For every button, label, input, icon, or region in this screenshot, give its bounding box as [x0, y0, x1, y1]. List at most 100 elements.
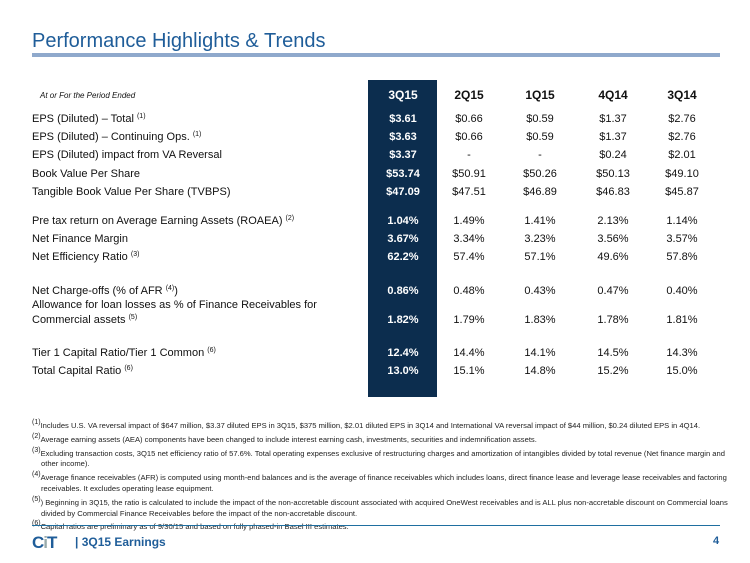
table-row: Pre tax return on Average Earning Assets… [32, 215, 722, 231]
table-row: Allowance for loan losses as % of Financ… [32, 299, 722, 331]
cell-value: 3.57% [666, 233, 698, 245]
footnote-ref: (5) [128, 314, 138, 321]
footnote: (1)Includes U.S. VA reversal impact of $… [32, 418, 732, 432]
table-row: EPS (Diluted) – Total (1) $3.61 $0.66 $0.59… [32, 113, 722, 129]
footnote-mark: (5) [32, 495, 41, 503]
cell-value: $0.66 [455, 113, 483, 125]
page-number: 4 [713, 535, 720, 547]
cell-value: 3.56% [597, 233, 629, 245]
row-label: Total Capital Ratio [32, 365, 122, 377]
cell-value: 15.0% [666, 365, 698, 377]
row-label: Book Value Per Share [32, 168, 141, 180]
cell-value: 1.41% [524, 215, 556, 227]
cell-value: $46.89 [523, 186, 557, 198]
cell-value: $46.83 [596, 186, 630, 198]
cell-value: $49.10 [665, 168, 699, 180]
cell-value: 0.48% [453, 285, 485, 297]
cell-value: 14.8% [524, 365, 556, 377]
title-rule [32, 53, 720, 57]
table-row: Tier 1 Capital Ratio/Tier 1 Common (6) 12… [32, 347, 722, 363]
footnote: (6)Capital ratios are preliminary as of … [32, 519, 732, 533]
row-label: Net Finance Margin [32, 233, 128, 245]
cell-value: 62.2% [387, 251, 419, 263]
footnote-ref: (6) [124, 365, 133, 372]
cell-value: $2.76 [668, 131, 696, 143]
footnote-ref: (1) [136, 113, 146, 120]
cell-value: 0.40% [666, 285, 698, 297]
footnote-ref: (2) [285, 215, 295, 222]
cell-value: $3.37 [389, 149, 417, 161]
cell-value: $53.74 [386, 168, 420, 180]
period-label: At or For the Period Ended [40, 91, 136, 100]
cell-value: $50.26 [523, 168, 557, 180]
footnote: (4)Average finance receivables (AFR) is … [32, 470, 732, 495]
page-title: Performance Highlights & Trends [32, 30, 326, 52]
cell-value: $0.66 [455, 131, 483, 143]
table-row: Net Efficiency Ratio (3) 62.2% 57.4% 57.1% 4… [32, 251, 722, 267]
cell-value: 1.83% [524, 314, 556, 326]
cell-value: 1.81% [666, 314, 698, 326]
table-row: Tangible Book Value Per Share (TVBPS) $4… [32, 186, 722, 202]
table-header: At or For the Period Ended 3Q15 2Q15 1Q15 4Q… [32, 88, 722, 104]
cell-value: 13.0% [387, 365, 419, 377]
cell-value: $1.37 [599, 113, 627, 125]
cell-value: $0.59 [526, 113, 554, 125]
cell-value: $1.37 [599, 131, 627, 143]
cell-value: 3.67% [387, 233, 419, 245]
row-label-cont: Commercial assets [32, 314, 126, 326]
table-row: Net Charge-offs (% of AFR (4)) 0.86% 0.48%… [32, 285, 722, 301]
row-label: Net Charge-offs (% of AFR [32, 285, 163, 297]
row-label: Tier 1 Capital Ratio/Tier 1 Common [32, 347, 205, 359]
cell-value: 57.4% [453, 251, 485, 263]
footnote-ref: (6) [207, 347, 216, 354]
cell-value: $0.59 [526, 131, 554, 143]
footnote-mark: (6) [32, 520, 41, 528]
column-header: 4Q14 [598, 88, 628, 102]
cell-value: $0.24 [599, 149, 627, 161]
row-label: Allowance for loan losses as % of Financ… [32, 299, 317, 311]
footnote-mark: (4) [32, 471, 41, 479]
footnote-mark: (3) [32, 446, 41, 454]
footer-rule [32, 525, 720, 526]
footnote-ref: (3) [130, 251, 140, 258]
cell-value: 57.1% [524, 251, 556, 263]
footer-text: | 3Q15 Earnings [75, 535, 166, 549]
cell-value: 3.34% [453, 233, 485, 245]
cell-value: 1.82% [387, 314, 419, 326]
cell-value: 14.5% [597, 347, 629, 359]
current-quarter-highlight [368, 80, 437, 397]
footnote-ref: (4) [165, 285, 175, 292]
column-header: 1Q15 [525, 88, 555, 102]
row-label: Pre tax return on Average Earning Assets… [32, 215, 283, 227]
cell-value: - [467, 149, 471, 161]
cell-value: 49.6% [597, 251, 629, 263]
footnote-mark: (2) [32, 432, 41, 440]
footnotes: (1)Includes U.S. VA reversal impact of $… [32, 418, 732, 533]
footnote-text: Excluding transaction costs, 3Q15 net ef… [40, 448, 725, 469]
cell-value: $2.76 [668, 113, 696, 125]
column-header: 3Q14 [667, 88, 697, 102]
cell-value: 1.78% [597, 314, 629, 326]
row-label: Net Efficiency Ratio [32, 251, 128, 263]
footnote-ref: (1) [192, 131, 202, 138]
cell-value: 1.04% [387, 215, 419, 227]
footnote: (3)Excluding transaction costs, 3Q15 net… [32, 446, 732, 471]
cell-value: 0.43% [524, 285, 556, 297]
table-row: Book Value Per Share $53.74 $50.91 $50.26 $… [32, 168, 722, 184]
table-row: EPS (Diluted) impact from VA Reversal $3… [32, 149, 722, 165]
cell-value: 2.13% [597, 215, 629, 227]
cell-value: $3.63 [389, 131, 417, 143]
row-label: EPS (Diluted) – Total [32, 113, 134, 125]
row-label: EPS (Diluted) – Continuing Ops. [32, 131, 190, 143]
row-label: EPS (Diluted) impact from VA Reversal [32, 149, 222, 161]
cell-value: $50.13 [596, 168, 630, 180]
footnote-text: Capital ratios are preliminary as of 9/3… [40, 522, 349, 532]
footnote-mark: (1) [32, 419, 41, 426]
cell-value: 1.49% [453, 215, 485, 227]
cell-value: 0.47% [597, 285, 629, 297]
cell-value: $47.09 [386, 186, 420, 198]
cell-value: $50.91 [452, 168, 486, 180]
cell-value: 57.8% [666, 251, 698, 263]
column-header: 2Q15 [454, 88, 484, 102]
